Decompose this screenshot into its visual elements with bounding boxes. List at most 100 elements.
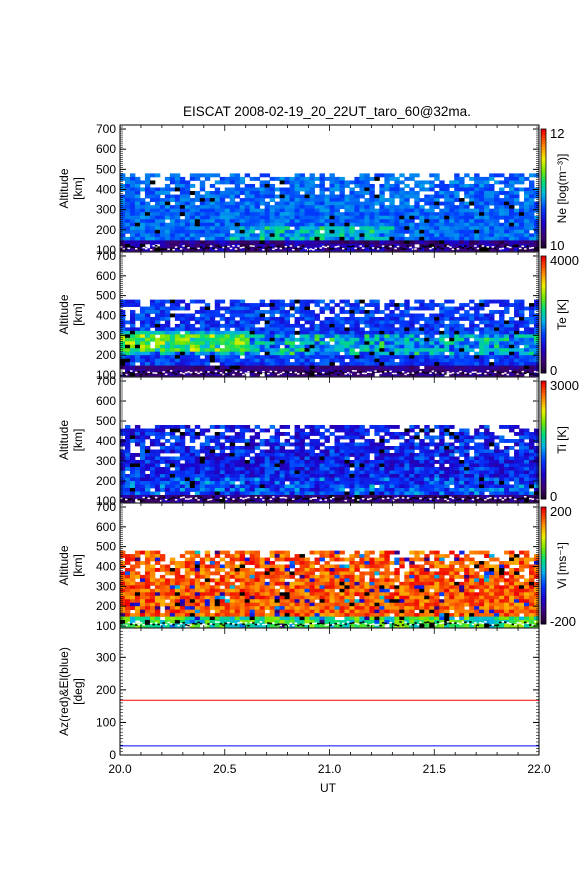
heatmap-cell — [129, 428, 136, 433]
heatmap-cell — [189, 323, 196, 328]
heatmap-cell — [139, 198, 146, 203]
heatmap-cell — [159, 456, 166, 461]
heatmap-cell — [169, 449, 176, 454]
heatmap-cell — [299, 351, 305, 356]
heatmap-cell — [284, 370, 288, 373]
heatmap-cell — [304, 370, 308, 373]
heatmap-cell — [244, 303, 251, 307]
heatmap-cell — [386, 247, 390, 250]
heatmap-cell — [284, 191, 290, 195]
heatmap-cell — [419, 233, 425, 238]
heatmap-cell — [214, 334, 221, 339]
heatmap-cell — [234, 425, 241, 429]
heatmap-cell — [274, 498, 281, 503]
heatmap-cell — [279, 432, 286, 436]
heatmap-cell — [344, 425, 350, 429]
heatmap-cell — [339, 233, 345, 238]
heatmap-cell — [339, 247, 342, 249]
heatmap-cell — [394, 330, 400, 335]
heatmap-cell — [319, 442, 325, 447]
heatmap-cell — [239, 215, 246, 220]
heatmap-cell — [239, 310, 246, 314]
heatmap-cell — [529, 226, 535, 231]
heatmap-cell — [169, 488, 176, 492]
heatmap-cell — [509, 334, 515, 339]
heatmap-cell — [454, 310, 460, 314]
heatmap-cell — [389, 222, 395, 227]
heatmap-cell — [304, 498, 310, 503]
heatmap-cell — [324, 327, 330, 332]
heatmap-cell — [514, 303, 520, 307]
heatmap-cell — [204, 201, 211, 206]
heatmap-cell — [369, 215, 375, 220]
heatmap-cell — [289, 299, 295, 304]
heatmap-cell — [324, 365, 330, 370]
heatmap-cell — [149, 198, 156, 203]
heatmap-cell — [159, 474, 166, 478]
heatmap-cell — [309, 351, 315, 356]
heatmap-cell — [519, 240, 525, 245]
heatmap-cell — [179, 365, 186, 370]
colorbar-segment — [541, 299, 546, 304]
heatmap-cell — [514, 337, 520, 342]
heatmap-cell — [329, 477, 335, 482]
heatmap-cell — [164, 320, 171, 325]
colorbar-segment — [541, 279, 546, 283]
heatmap-cell — [224, 439, 231, 443]
heatmap-cell — [354, 316, 360, 321]
heatmap-cell — [274, 201, 281, 206]
heatmap-cell — [484, 183, 490, 188]
heatmap-cell — [369, 240, 375, 245]
heatmap-cell — [479, 219, 485, 224]
heatmap-cell — [279, 453, 286, 457]
heatmap-cell — [509, 365, 515, 370]
heatmap-cell — [329, 212, 335, 217]
heatmap-cell — [204, 449, 211, 454]
heatmap-cell — [314, 341, 320, 346]
heatmap-cell — [329, 369, 335, 373]
heatmap-cell — [489, 374, 492, 376]
heatmap-cell — [129, 243, 136, 248]
heatmap-cell — [134, 467, 141, 471]
heatmap-cell — [374, 320, 380, 325]
heatmap-cell — [494, 226, 500, 231]
heatmap-cell — [229, 446, 236, 450]
heatmap-cell — [319, 495, 325, 499]
heatmap-cell — [264, 470, 271, 475]
heatmap-cell — [329, 432, 335, 436]
heatmap-cell — [244, 369, 251, 373]
heatmap-cell — [234, 176, 241, 181]
y-tick-label: 300 — [96, 203, 116, 217]
heatmap-cell — [391, 245, 395, 247]
heatmap-cell — [279, 481, 286, 485]
heatmap-cell — [269, 365, 276, 370]
heatmap-cell — [269, 299, 276, 304]
heatmap-cell — [159, 236, 166, 241]
heatmap-cell — [494, 219, 500, 224]
heatmap-cell — [264, 180, 271, 185]
heatmap-cell — [149, 236, 156, 241]
heatmap-cell — [424, 229, 430, 234]
heatmap-cell — [334, 222, 340, 227]
heatmap-cell — [299, 477, 305, 482]
heatmap-cell — [149, 439, 156, 443]
heatmap-cell — [264, 334, 271, 339]
heatmap-cell — [299, 442, 305, 447]
heatmap-cell — [209, 488, 216, 492]
heatmap-cell — [359, 194, 365, 199]
heatmap-cell — [319, 247, 323, 249]
heatmap-cell — [434, 351, 440, 356]
heatmap-cell — [204, 456, 211, 461]
heatmap-cell — [484, 191, 490, 195]
heatmap-cell — [239, 180, 246, 185]
heatmap-cell — [149, 358, 156, 363]
heatmap-cell — [294, 425, 300, 429]
heatmap-cell — [364, 348, 370, 353]
heatmap-cell — [144, 306, 151, 311]
heatmap-cell — [159, 187, 166, 192]
heatmap-cell — [389, 323, 395, 328]
heatmap-cell — [209, 355, 216, 360]
heatmap-cell — [234, 370, 238, 373]
heatmap-cell — [139, 358, 146, 363]
